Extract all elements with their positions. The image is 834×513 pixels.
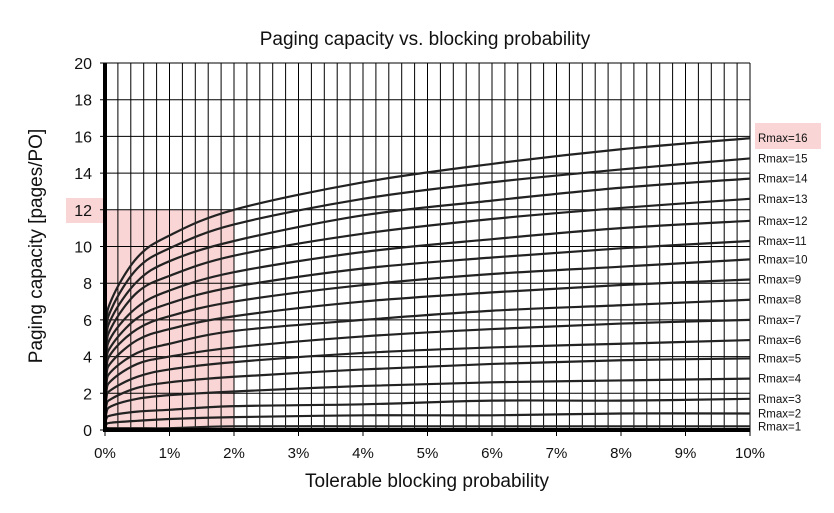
series-line-rmax-8	[103, 298, 751, 431]
series-label: Rmax=6	[758, 335, 801, 347]
series-line-rmax-4	[103, 377, 751, 431]
x-tick-label: 2%	[223, 445, 245, 462]
y-tick-label: 16	[74, 129, 92, 146]
chart-title: Paging capacity vs. blocking probability	[260, 29, 591, 50]
series-label: Rmax=10	[758, 254, 808, 266]
series-label: Rmax=13	[758, 194, 808, 206]
x-tick-label: 3%	[288, 445, 310, 462]
series-line-rmax-12	[103, 219, 751, 431]
series-label: Rmax=9	[758, 275, 801, 287]
series-line-rmax-15	[103, 157, 751, 431]
series-label: Rmax=1	[758, 421, 801, 433]
x-tick-label: 5%	[417, 445, 439, 462]
series-labels: Rmax=16 Rmax=15 Rmax=14 Rmax=13 Rmax=12 Rmax=…	[758, 133, 808, 433]
x-tick-label: 1%	[159, 445, 181, 462]
series-label: Rmax=14	[758, 174, 808, 186]
y-tick-label: 14	[74, 166, 92, 183]
series-line-rmax-6	[103, 338, 751, 431]
y-axis-label: Paging capacity [pages/PO]	[26, 129, 47, 363]
series-line-rmax-7	[103, 318, 751, 431]
y-tick-label: 20	[74, 56, 92, 73]
series-label: Rmax=4	[758, 374, 802, 386]
series-line-rmax-14	[103, 177, 751, 431]
x-tick-label: 0%	[94, 445, 116, 462]
tick-labels: 0% 1% 2% 3% 4% 5% 6% 7% 8% 9% 10% 0 2 4 6 8 10 12 14 16 18 20	[74, 56, 765, 462]
series-line-rmax-10	[103, 258, 751, 431]
series-label: Rmax=5	[758, 353, 801, 365]
y-tick-label: 2	[83, 386, 92, 403]
x-tick-label: 4%	[352, 445, 374, 462]
series-line-rmax-3	[103, 397, 751, 431]
x-tick-label: 8%	[610, 445, 632, 462]
y-tick-label: 0	[83, 423, 92, 440]
y-tick-label: 10	[74, 240, 92, 257]
series-label: Rmax=12	[758, 216, 808, 228]
series-label: Rmax=7	[758, 315, 801, 327]
y-tick-label: 8	[83, 276, 92, 293]
series-label: Rmax=3	[758, 394, 801, 406]
x-tick-label: 7%	[546, 445, 568, 462]
y-tick-label: 18	[74, 93, 92, 110]
x-tick-label: 10%	[735, 445, 765, 462]
y-tick-label: 6	[83, 313, 92, 330]
series-label: Rmax=15	[758, 153, 808, 165]
x-tick-label: 6%	[481, 445, 503, 462]
x-axis-label: Tolerable blocking probability	[305, 471, 549, 492]
y-tick-label: 4	[83, 350, 92, 367]
highlight-y-label-bg	[66, 198, 104, 223]
series-label: Rmax=8	[758, 295, 801, 307]
series-line-rmax-9	[103, 278, 751, 431]
x-tick-label: 9%	[675, 445, 697, 462]
highlight-series-label-bg	[755, 123, 821, 149]
series-label: Rmax=2	[758, 408, 801, 420]
series-label: Rmax=11	[758, 236, 807, 248]
series-line-rmax-13	[103, 197, 751, 431]
series-lines	[103, 137, 751, 431]
series-label: Rmax=16	[758, 133, 808, 145]
series-line-rmax-5	[103, 357, 751, 431]
series-line-rmax-16	[103, 137, 751, 431]
axes	[103, 63, 750, 432]
y-tick-label: 12	[74, 203, 92, 220]
series-line-rmax-11	[103, 239, 751, 431]
series-line-rmax-2	[103, 412, 751, 431]
